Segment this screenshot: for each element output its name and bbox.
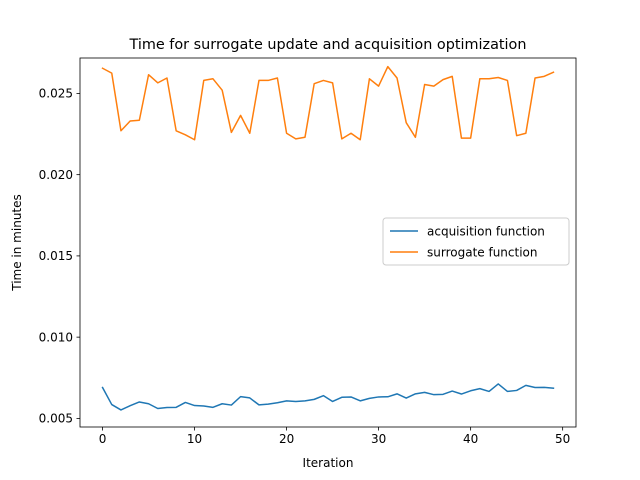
x-tick-label: 40 — [463, 432, 478, 446]
y-tick-label: 0.015 — [39, 249, 73, 263]
y-axis: 0.005 0.010 0.015 0.020 0.025 — [39, 87, 80, 426]
legend-frame — [382, 217, 570, 266]
y-axis-label: Time in minutes — [10, 194, 24, 292]
y-tick-label: 0.025 — [39, 87, 73, 101]
series-layer — [101, 65, 555, 411]
legend-label: surrogate function — [427, 246, 537, 260]
x-tick-label: 10 — [187, 432, 202, 446]
x-tick-label: 20 — [279, 432, 294, 446]
x-axis: 0 10 20 30 40 50 — [99, 427, 570, 446]
series-line-acquisition-function — [101, 383, 555, 411]
series-line-surrogate-function — [101, 65, 555, 141]
y-tick-label: 0.020 — [39, 168, 73, 182]
x-axis-label: Iteration — [303, 456, 354, 470]
legend-label: acquisition function — [427, 225, 545, 239]
chart-title: Time for surrogate update and acquisitio… — [129, 37, 527, 53]
x-tick-label: 50 — [555, 432, 570, 446]
plot-frame — [79, 57, 577, 428]
y-tick-label: 0.010 — [39, 330, 73, 344]
x-tick-label: 0 — [99, 432, 107, 446]
y-tick-label: 0.005 — [39, 412, 73, 426]
x-tick-label: 30 — [371, 432, 386, 446]
legend: acquisition function surrogate function — [382, 217, 570, 266]
